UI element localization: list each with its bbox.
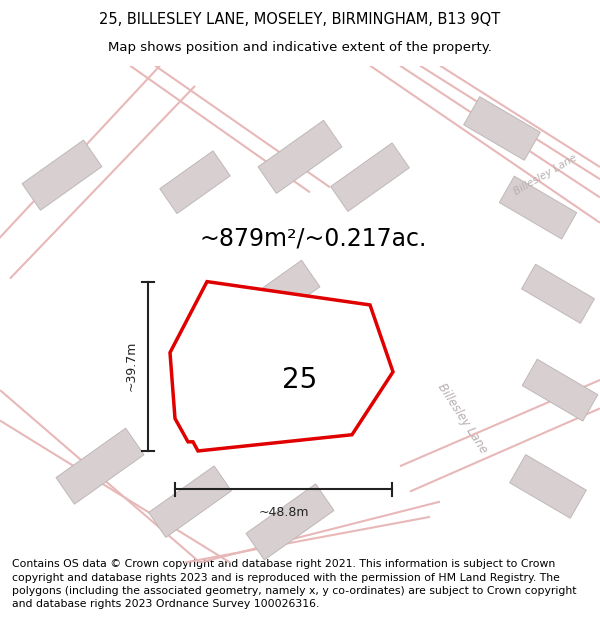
- Text: Contains OS data © Crown copyright and database right 2021. This information is : Contains OS data © Crown copyright and d…: [12, 559, 577, 609]
- Text: Map shows position and indicative extent of the property.: Map shows position and indicative extent…: [108, 41, 492, 54]
- Polygon shape: [331, 143, 409, 211]
- Polygon shape: [236, 260, 320, 333]
- Polygon shape: [522, 359, 598, 421]
- Polygon shape: [246, 484, 334, 560]
- Polygon shape: [277, 332, 359, 403]
- Text: Billesley Lane: Billesley Lane: [512, 153, 578, 198]
- Polygon shape: [160, 151, 230, 214]
- Polygon shape: [521, 264, 595, 323]
- Text: ~39.7m: ~39.7m: [125, 341, 138, 391]
- Text: 25: 25: [283, 366, 317, 394]
- Text: Billesley Lane: Billesley Lane: [434, 381, 490, 456]
- Text: ~879m²/~0.217ac.: ~879m²/~0.217ac.: [200, 226, 427, 250]
- Polygon shape: [464, 97, 541, 160]
- Polygon shape: [56, 428, 144, 504]
- Text: ~48.8m: ~48.8m: [258, 506, 309, 519]
- Polygon shape: [149, 466, 232, 538]
- Text: 25, BILLESLEY LANE, MOSELEY, BIRMINGHAM, B13 9QT: 25, BILLESLEY LANE, MOSELEY, BIRMINGHAM,…: [100, 12, 500, 27]
- Polygon shape: [499, 176, 577, 239]
- Polygon shape: [509, 454, 586, 518]
- Polygon shape: [258, 121, 342, 194]
- Polygon shape: [170, 282, 393, 451]
- Polygon shape: [22, 140, 102, 210]
